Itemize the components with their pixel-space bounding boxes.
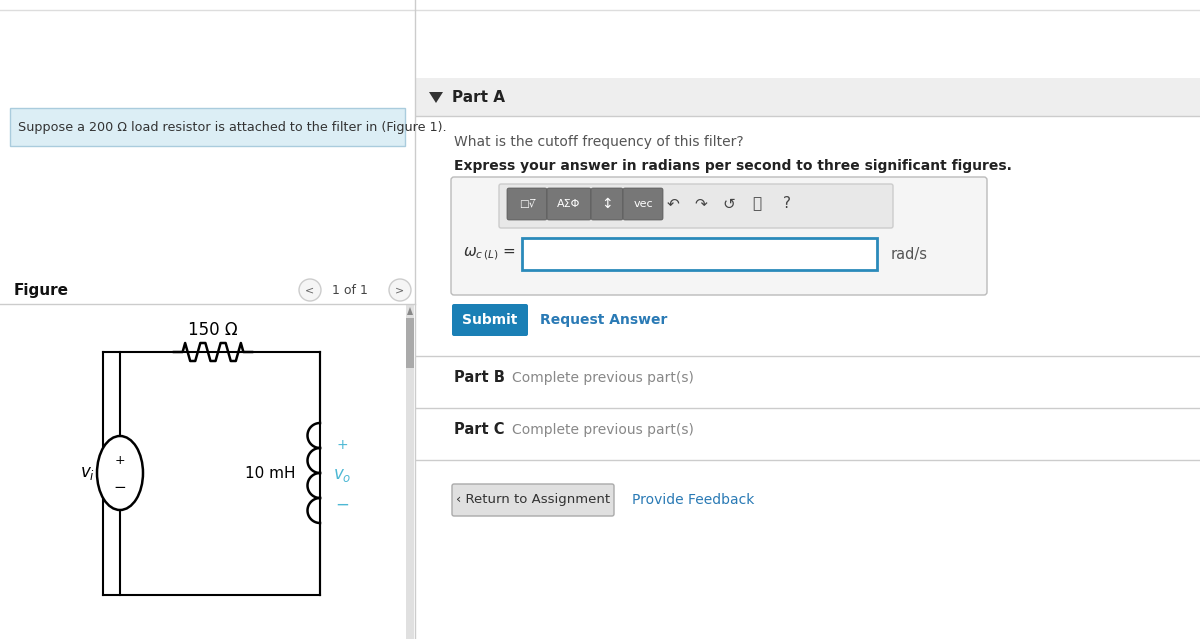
FancyBboxPatch shape bbox=[522, 238, 877, 270]
FancyBboxPatch shape bbox=[499, 184, 893, 228]
Text: ‹ Return to Assignment: ‹ Return to Assignment bbox=[456, 493, 610, 507]
Text: +: + bbox=[115, 454, 125, 468]
Text: 150 Ω: 150 Ω bbox=[188, 321, 238, 339]
Text: Suppose a 200 Ω load resistor is attached to the filter in (Figure 1).: Suppose a 200 Ω load resistor is attache… bbox=[18, 121, 446, 134]
FancyBboxPatch shape bbox=[451, 177, 986, 295]
FancyBboxPatch shape bbox=[10, 108, 406, 146]
Text: ?: ? bbox=[784, 197, 791, 212]
Text: Part B: Part B bbox=[454, 371, 505, 385]
Polygon shape bbox=[430, 92, 443, 103]
Text: Part A: Part A bbox=[452, 89, 505, 105]
FancyBboxPatch shape bbox=[406, 318, 414, 368]
Text: ↺: ↺ bbox=[722, 197, 736, 212]
Text: ↷: ↷ bbox=[695, 197, 707, 212]
FancyBboxPatch shape bbox=[452, 304, 528, 336]
Text: □√̅: □√̅ bbox=[518, 199, 535, 209]
Text: Part C: Part C bbox=[454, 422, 504, 438]
Text: ⎖: ⎖ bbox=[752, 197, 762, 212]
Text: vec: vec bbox=[634, 199, 653, 209]
Text: Provide Feedback: Provide Feedback bbox=[632, 493, 755, 507]
FancyBboxPatch shape bbox=[406, 304, 414, 639]
Text: $\omega_{c\,(L)}$ =: $\omega_{c\,(L)}$ = bbox=[463, 246, 516, 262]
Text: ↶: ↶ bbox=[667, 197, 679, 212]
Text: What is the cutoff frequency of this filter?: What is the cutoff frequency of this fil… bbox=[454, 135, 744, 149]
Text: +: + bbox=[336, 438, 348, 452]
Text: rad/s: rad/s bbox=[890, 247, 928, 261]
Text: 10 mH: 10 mH bbox=[245, 465, 295, 481]
Text: $v_o$: $v_o$ bbox=[332, 466, 352, 484]
Text: Complete previous part(s): Complete previous part(s) bbox=[512, 423, 694, 437]
Text: Submit: Submit bbox=[462, 313, 517, 327]
Text: Complete previous part(s): Complete previous part(s) bbox=[512, 371, 694, 385]
Text: Request Answer: Request Answer bbox=[540, 313, 667, 327]
Text: −: − bbox=[114, 479, 126, 495]
Text: −: − bbox=[335, 496, 349, 514]
FancyBboxPatch shape bbox=[592, 188, 623, 220]
Text: Express your answer in radians per second to three significant figures.: Express your answer in radians per secon… bbox=[454, 159, 1012, 173]
Polygon shape bbox=[407, 307, 413, 315]
FancyBboxPatch shape bbox=[547, 188, 592, 220]
Text: $v_i$: $v_i$ bbox=[80, 464, 96, 482]
Circle shape bbox=[299, 279, 322, 301]
Ellipse shape bbox=[97, 436, 143, 510]
Text: Figure: Figure bbox=[14, 282, 70, 298]
Text: >: > bbox=[395, 285, 404, 295]
FancyBboxPatch shape bbox=[452, 484, 614, 516]
FancyBboxPatch shape bbox=[623, 188, 662, 220]
FancyBboxPatch shape bbox=[508, 188, 547, 220]
Text: 1 of 1: 1 of 1 bbox=[332, 284, 368, 296]
Text: AΣΦ: AΣΦ bbox=[557, 199, 581, 209]
Text: <: < bbox=[305, 285, 314, 295]
FancyBboxPatch shape bbox=[416, 78, 1200, 116]
Circle shape bbox=[389, 279, 410, 301]
Text: ↕: ↕ bbox=[601, 197, 613, 211]
